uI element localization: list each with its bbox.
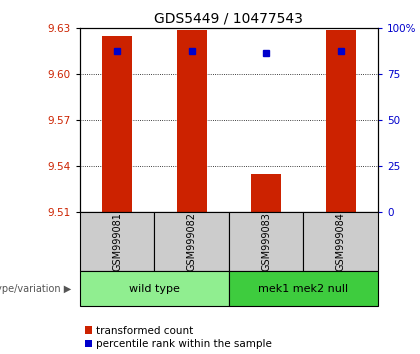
Text: GSM999081: GSM999081 [112, 212, 122, 271]
Bar [229, 212, 304, 271]
Bar [177, 30, 207, 212]
Bar [326, 30, 356, 212]
Text: GSM999082: GSM999082 [186, 212, 197, 271]
Text: genotype/variation ▶: genotype/variation ▶ [0, 284, 71, 293]
Text: wild type: wild type [129, 284, 180, 293]
Title: GDS5449 / 10477543: GDS5449 / 10477543 [155, 12, 303, 26]
Bar [155, 212, 229, 271]
Bar [229, 271, 378, 306]
Bar [80, 271, 229, 306]
Text: GSM999084: GSM999084 [336, 212, 346, 271]
Bar [304, 212, 378, 271]
Text: mek1 mek2 null: mek1 mek2 null [258, 284, 349, 293]
Bar [251, 174, 281, 212]
Text: GSM999083: GSM999083 [261, 212, 271, 271]
Legend: transformed count, percentile rank within the sample: transformed count, percentile rank withi… [85, 326, 272, 349]
Bar [80, 212, 155, 271]
Bar [102, 36, 132, 212]
